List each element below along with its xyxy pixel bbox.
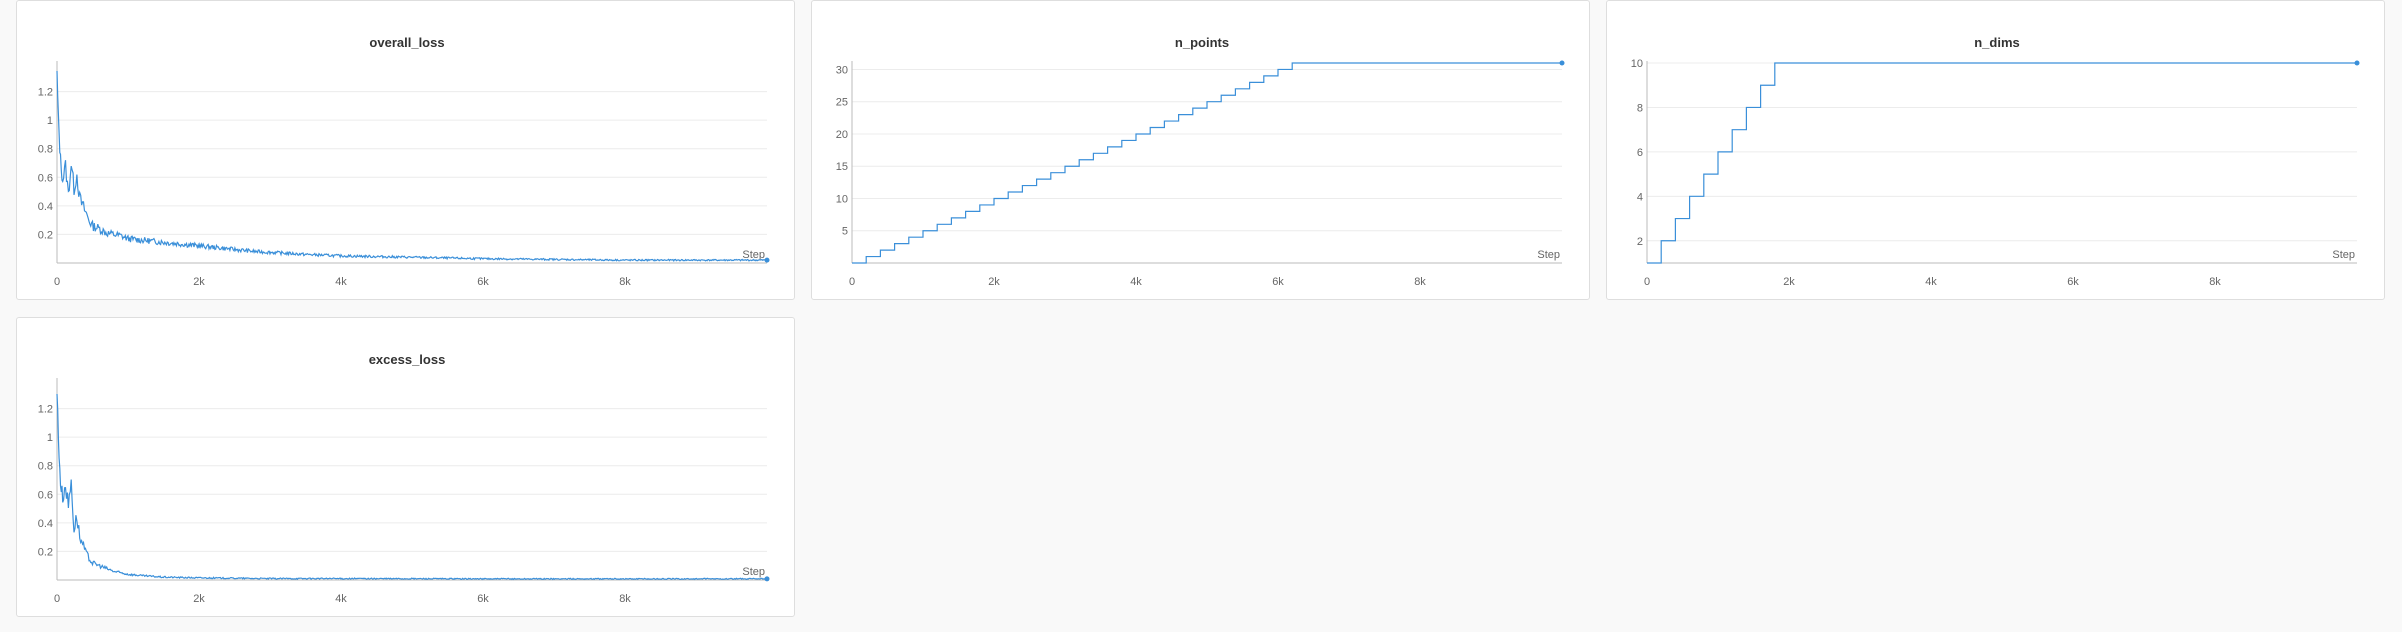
n-points-series-line: [852, 62, 1562, 264]
overall-loss-last-point: [764, 257, 770, 263]
chart-svg-overall-loss: overall_loss 0.2 0.4 0.6 0.8 1 1.2 0 2k 4k 6k 8k Ste…: [38, 35, 770, 288]
n-points-last-point: [1559, 60, 1565, 66]
chart-svg-excess-loss: excess_loss 0.2 0.4 0.6 0.8 1 1.2 0 2k 4k 6k 8k Step: [38, 352, 770, 605]
chart-title: n_points: [1175, 35, 1229, 50]
x-tick-label: 0: [54, 593, 60, 605]
excess-loss-last-point: [764, 576, 770, 582]
chart-svg-n-dims: n_dims 2 4 6 8 10 0 2k 4k 6k 8k Step: [1631, 35, 2360, 288]
x-tick-label: 2k: [988, 276, 1000, 288]
y-tick-label: 0.4: [38, 201, 53, 213]
x-tick-label: 8k: [2209, 276, 2221, 288]
x-tick-label: 6k: [2067, 276, 2079, 288]
y-tick-label: 8: [1637, 102, 1643, 114]
x-tick-label: 4k: [1130, 276, 1142, 288]
y-tick-label: 1.2: [38, 404, 53, 416]
chart-title: overall_loss: [369, 35, 444, 50]
y-tick-label: 6: [1637, 147, 1643, 159]
x-tick-label: 2k: [193, 276, 205, 288]
x-tick-label: 4k: [335, 593, 347, 605]
y-tick-label: 15: [836, 161, 848, 173]
overall-loss-series-line: [56, 70, 768, 263]
y-tick-label: 4: [1637, 191, 1643, 203]
excess-loss-series-line: [56, 393, 768, 581]
x-tick-label: 6k: [477, 276, 489, 288]
y-tick-label: 0.2: [38, 546, 53, 558]
x-tick-label: 6k: [477, 593, 489, 605]
x-tick-label: 4k: [335, 276, 347, 288]
y-tick-label: 2: [1637, 236, 1643, 248]
y-tick-label: 0.6: [38, 489, 53, 501]
y-tick-label: 5: [842, 226, 848, 238]
n-dims-last-point: [2354, 60, 2360, 66]
y-tick-label: 0.4: [38, 518, 53, 530]
chart-title: excess_loss: [369, 352, 446, 367]
n-dims-series-line: [1647, 62, 2357, 264]
chart-panel-excess-loss: excess_loss 0.2 0.4 0.6 0.8 1 1.2 0 2k 4k 6k 8k Step: [16, 317, 795, 617]
x-tick-label: 6k: [1272, 276, 1284, 288]
x-tick-label: 2k: [193, 593, 205, 605]
chart-panel-n-dims: n_dims 2 4 6 8 10 0 2k 4k 6k 8k Step: [1606, 0, 2385, 300]
x-axis-label: Step: [1537, 249, 1560, 261]
y-tick-label: 0.2: [38, 229, 53, 241]
y-tick-label: 1: [47, 115, 53, 127]
chart-title: n_dims: [1974, 35, 2020, 50]
y-tick-label: 0.6: [38, 172, 53, 184]
y-tick-label: 0.8: [38, 144, 53, 156]
y-tick-label: 25: [836, 97, 848, 109]
x-tick-label: 0: [54, 276, 60, 288]
x-axis-label: Step: [742, 249, 765, 261]
y-tick-label: 10: [1631, 58, 1643, 70]
x-tick-label: 0: [1644, 276, 1650, 288]
chart-svg-n-points: n_points 5 10 15 20 25 30 0 2k 4k 6k 8k Step: [836, 35, 1565, 288]
x-axis-label: Step: [2332, 249, 2355, 261]
y-tick-label: 30: [836, 64, 848, 76]
x-tick-label: 0: [849, 276, 855, 288]
x-tick-label: 8k: [1414, 276, 1426, 288]
x-tick-label: 2k: [1783, 276, 1795, 288]
y-tick-label: 1.2: [38, 87, 53, 99]
x-axis-label: Step: [742, 566, 765, 578]
y-tick-label: 10: [836, 193, 848, 205]
chart-panel-n-points: n_points 5 10 15 20 25 30 0 2k 4k 6k 8k Step: [811, 0, 1590, 300]
y-tick-label: 0.8: [38, 461, 53, 473]
y-tick-label: 20: [836, 129, 848, 141]
chart-panel-overall-loss: overall_loss 0.2 0.4 0.6 0.8 1 1.2 0 2k 4k 6k 8k Ste…: [16, 0, 795, 300]
x-tick-label: 8k: [619, 593, 631, 605]
x-tick-label: 4k: [1925, 276, 1937, 288]
y-tick-label: 1: [47, 432, 53, 444]
x-tick-label: 8k: [619, 276, 631, 288]
